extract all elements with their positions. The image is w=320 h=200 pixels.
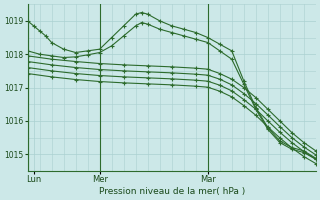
X-axis label: Pression niveau de la mer( hPa ): Pression niveau de la mer( hPa ) — [99, 187, 245, 196]
